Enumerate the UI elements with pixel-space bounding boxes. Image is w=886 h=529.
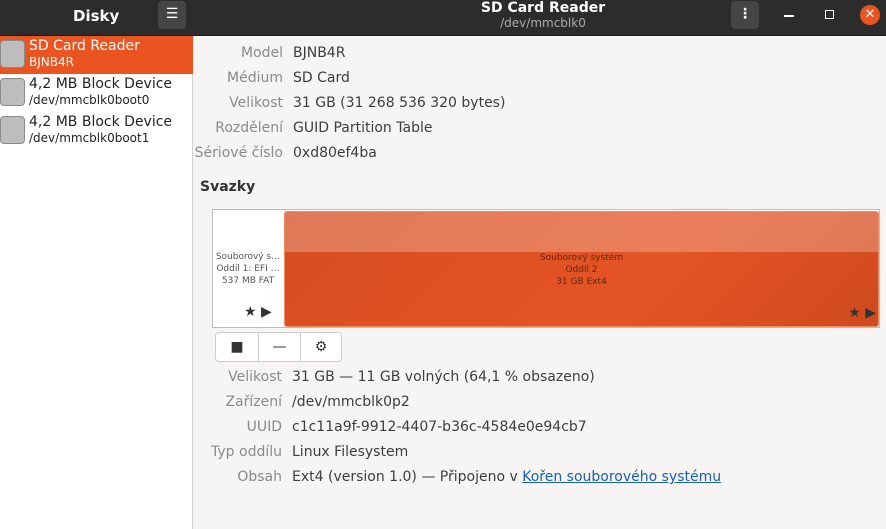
value-text: c1c11a9f-9912-4407-b36c-4584e0e94cb7: [292, 419, 587, 435]
partition-label: Oddíl 1: EFI …: [216, 264, 280, 274]
value-text: 31 GB — 11 GB volných (64,1 % obsazeno): [292, 369, 595, 385]
field-label: Model: [240, 45, 283, 61]
value-text: /dev/mmcblk0p2: [292, 394, 410, 410]
sidebar-item-boot1[interactable]: 4,2 MB Block Device /dev/mmcblk0boot1: [0, 112, 193, 150]
delete-partition-button[interactable]: —: [258, 332, 301, 362]
value-text: 31 GB (31 268 536 320 bytes): [293, 95, 506, 111]
field-label: Typ oddílu: [211, 444, 282, 460]
field-value: 31 GB — 11 GB volných (64,1 % obsazeno): [292, 369, 595, 389]
field-label: Rozdělení: [215, 120, 283, 136]
field-label: Médium: [227, 70, 283, 86]
partition-label: Souborový s…: [215, 252, 281, 262]
field-value: Linux Filesystem: [292, 444, 408, 464]
drive-icon: [0, 78, 25, 106]
drive-icon: [0, 116, 25, 144]
value-text: 0xd80ef4ba: [293, 145, 377, 161]
value-text: SD Card: [293, 70, 350, 86]
window-title: SD Card Reader: [480, 0, 606, 16]
partition-1[interactable]: Souborový s… Oddíl 1: EFI … 537 MB FAT ★…: [213, 210, 283, 327]
field-label: Sériové číslo: [194, 145, 283, 161]
settings-gear-icon[interactable]: ⚙: [300, 332, 342, 362]
maximize-button[interactable]: [825, 10, 834, 19]
field-label: UUID: [246, 419, 282, 435]
item-sub: /dev/mmcblk0boot1: [29, 131, 150, 145]
item-sub: BJNB4R: [29, 55, 74, 69]
field-label: Obsah: [237, 469, 282, 485]
item-name: 4,2 MB Block Device: [29, 114, 173, 130]
mount-point-link[interactable]: Kořen souborového systému: [522, 469, 722, 485]
partition-label: 537 MB FAT: [221, 276, 275, 286]
sidebar-item-boot0[interactable]: 4,2 MB Block Device /dev/mmcblk0boot0: [0, 74, 193, 112]
star-play-icons: ★ ▶: [848, 305, 876, 321]
field-value: GUID Partition Table: [293, 120, 432, 140]
partition-label: Souborový systém: [539, 253, 624, 263]
volumes-heading: Svazky: [200, 179, 256, 195]
unmount-button[interactable]: ■: [215, 332, 259, 362]
sidebar: SD Card Reader BJNB4R 4,2 MB Block Devic…: [0, 36, 193, 529]
sidebar-item-sd-card-reader[interactable]: SD Card Reader BJNB4R: [0, 36, 193, 74]
window-subtitle: /dev/mmcblk0: [500, 16, 586, 30]
field-value: 0xd80ef4ba: [293, 145, 377, 165]
minimize-button[interactable]: [784, 15, 794, 17]
value-text: BJNB4R: [293, 45, 346, 61]
field-label: Zařízení: [225, 394, 282, 410]
item-sub: /dev/mmcblk0boot0: [29, 93, 150, 107]
field-value: SD Card: [293, 70, 350, 90]
partition-label: Oddíl 2: [565, 265, 598, 275]
field-value: /dev/mmcblk0p2: [292, 394, 410, 414]
header-bar: Disky ☰ SD Card Reader /dev/mmcblk0 ⋮ ✕: [0, 0, 886, 36]
close-button[interactable]: ✕: [860, 5, 880, 25]
partition-2[interactable]: Souborový systém Oddíl 2 31 GB Ext4 ★ ▶: [284, 211, 879, 327]
field-value: BJNB4R: [293, 45, 345, 65]
volume-map: Souborový s… Oddíl 1: EFI … 537 MB FAT ★…: [212, 209, 880, 328]
hamburger-menu-button[interactable]: ☰: [158, 1, 186, 29]
field-value: 31 GB (31 268 536 320 bytes): [293, 95, 505, 115]
field-value: Ext4 (version 1.0) — Připojeno v Kořen s…: [292, 469, 721, 489]
partition-label: 31 GB Ext4: [556, 277, 607, 287]
app-title: Disky: [73, 7, 120, 25]
item-name: 4,2 MB Block Device: [29, 76, 173, 92]
field-label: Velikost: [228, 369, 282, 385]
value-text: Linux Filesystem: [292, 444, 409, 460]
item-name: SD Card Reader: [29, 38, 140, 54]
field-value: c1c11a9f-9912-4407-b36c-4584e0e94cb7: [292, 419, 587, 439]
sd-card-icon: [0, 40, 25, 68]
value-text: GUID Partition Table: [293, 120, 433, 136]
star-play-icons: ★ ▶: [244, 304, 272, 320]
value-text: Ext4 (version 1.0) — Připojeno v: [292, 469, 523, 485]
field-label: Velikost: [229, 95, 283, 111]
drive-menu-button[interactable]: ⋮: [731, 1, 759, 29]
